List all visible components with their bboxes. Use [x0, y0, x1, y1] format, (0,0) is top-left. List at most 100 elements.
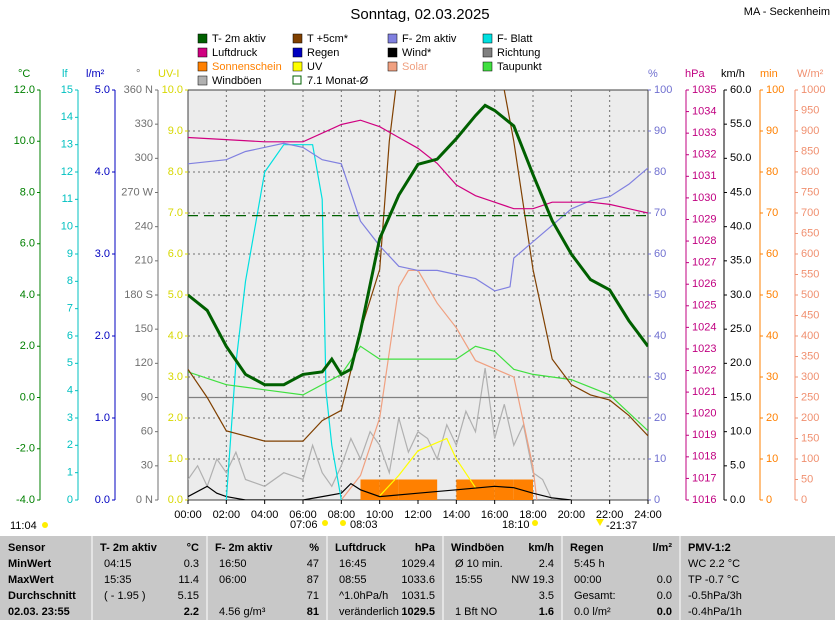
legend-swatch [292, 61, 303, 72]
y-tick-label: 5.0 [168, 289, 183, 301]
y-tick-label: 4.0 [168, 330, 183, 342]
table-cell: 15:35 [104, 574, 132, 586]
y-tick-label: 1023 [692, 343, 716, 355]
x-tick-label: 00:00 [174, 509, 202, 521]
y-tick-label: 2 [67, 439, 73, 451]
legend-swatch [482, 61, 493, 72]
y-tick-label: 10 [654, 453, 666, 465]
y-tick-label: 300 [801, 371, 819, 383]
y-tick-label: 100 [801, 453, 819, 465]
axis-title: hPa [685, 68, 705, 80]
sunshine-bar [494, 479, 514, 500]
y-tick-label: 0 [766, 494, 772, 506]
y-tick-label: 0 N [136, 494, 153, 506]
table-value: 0.0 [657, 574, 672, 586]
legend-swatch [387, 61, 398, 72]
y-tick-label: 6 [67, 330, 73, 342]
table-value: 1029.4 [401, 558, 435, 570]
table-cell: 0.0 l/m² [574, 606, 611, 618]
y-tick-label: 1031 [692, 170, 716, 182]
axis-title: UV-I [158, 68, 179, 80]
y-tick-label: 1033 [692, 127, 716, 139]
y-tick-label: 2.0 [95, 330, 110, 342]
table-cell: 16:50 [219, 558, 247, 570]
y-tick-label: 1019 [692, 429, 716, 441]
chart-title: Sonntag, 02.03.2025 [350, 6, 489, 23]
table-cell: 4.56 g/m³ [219, 606, 266, 618]
legend-label: F- 2m aktiv [402, 33, 457, 45]
y-tick-label: 0.0 [168, 494, 183, 506]
y-tick-label: 0 [654, 494, 660, 506]
y-tick-label: 1 [67, 467, 73, 479]
y-tick-label: 5 [67, 357, 73, 369]
y-tick-label: 1028 [692, 235, 716, 247]
legend-label: UV [307, 61, 323, 73]
table-value: 11.4 [178, 574, 199, 586]
y-tick-label: 8.0 [20, 186, 35, 198]
x-tick-label: 24:00 [634, 509, 662, 521]
y-tick-label: 12 [61, 166, 73, 178]
y-tick-label: 800 [801, 166, 819, 178]
y-tick-label: 330 [135, 118, 153, 130]
y-tick-label: 10.0 [162, 84, 183, 96]
location: MA - Seckenheim [744, 6, 830, 18]
y-tick-label: 1032 [692, 149, 716, 161]
y-tick-label: 11 [62, 193, 73, 205]
table-header: Regen [570, 542, 604, 554]
y-tick-label: 50.0 [730, 152, 751, 164]
y-tick-label: 30 [654, 371, 666, 383]
legend-label: T +5cm* [307, 33, 349, 45]
x-tick-label: 06:00 [289, 509, 317, 521]
y-tick-label: 30 [766, 371, 778, 383]
y-tick-label: 0.0 [20, 391, 35, 403]
axis-title: lf [62, 68, 68, 80]
table-unit: % [309, 542, 319, 554]
y-tick-label: 500 [801, 289, 819, 301]
legend-swatch [292, 47, 303, 58]
table-cell: 5:45 h [574, 558, 605, 570]
y-tick-label: 6.0 [168, 248, 183, 260]
series-line [188, 142, 648, 292]
y-tick-label: 0.0 [730, 494, 745, 506]
y-tick-label: 40 [766, 330, 778, 342]
y-tick-label: 450 [801, 309, 819, 321]
y-tick-label: 1025 [692, 300, 716, 312]
y-tick-label: 100 [766, 84, 784, 96]
y-tick-label: 70 [766, 207, 778, 219]
y-tick-label: 0.0 [95, 494, 110, 506]
axis-title: min [760, 68, 778, 80]
legend-label: Solar [402, 61, 428, 73]
y-tick-label: 3.0 [95, 248, 110, 260]
table-cell: -0.4hPa/1h [688, 606, 742, 618]
table-cell: MaxWert [8, 574, 54, 586]
y-tick-label: 40 [654, 330, 666, 342]
y-tick-label: 12.0 [14, 84, 35, 96]
y-tick-label: 950 [801, 104, 819, 116]
y-tick-label: 90 [654, 125, 666, 137]
legend-label: F- Blatt [497, 33, 532, 45]
y-tick-label: 1000 [801, 84, 825, 96]
legend-swatch [482, 47, 493, 58]
x-tick-label: 20:00 [558, 509, 586, 521]
table-unit: l/m² [652, 542, 672, 554]
y-tick-label: 10.0 [730, 426, 751, 438]
table-value: 1.6 [539, 606, 554, 618]
sun-icon [532, 520, 538, 526]
sunshine-bar [398, 479, 418, 500]
y-tick-label: 6.0 [20, 238, 35, 250]
sun-time: -21:37 [606, 520, 637, 532]
axis-title: % [648, 68, 658, 80]
table-value: 0.0 [657, 590, 672, 602]
sunshine-bar [418, 479, 438, 500]
y-tick-label: 1.0 [95, 412, 110, 424]
table-value: 3.5 [539, 590, 554, 602]
x-tick-label: 04:00 [251, 509, 279, 521]
table-cell: Durchschnitt [8, 590, 76, 602]
y-tick-label: 200 [801, 412, 819, 424]
y-tick-label: 10 [61, 221, 73, 233]
legend-swatch [482, 33, 493, 44]
y-tick-label: 1018 [692, 451, 716, 463]
y-tick-label: 50 [766, 289, 778, 301]
table-cell: 08:55 [339, 574, 367, 586]
y-tick-label: 0 [801, 494, 807, 506]
